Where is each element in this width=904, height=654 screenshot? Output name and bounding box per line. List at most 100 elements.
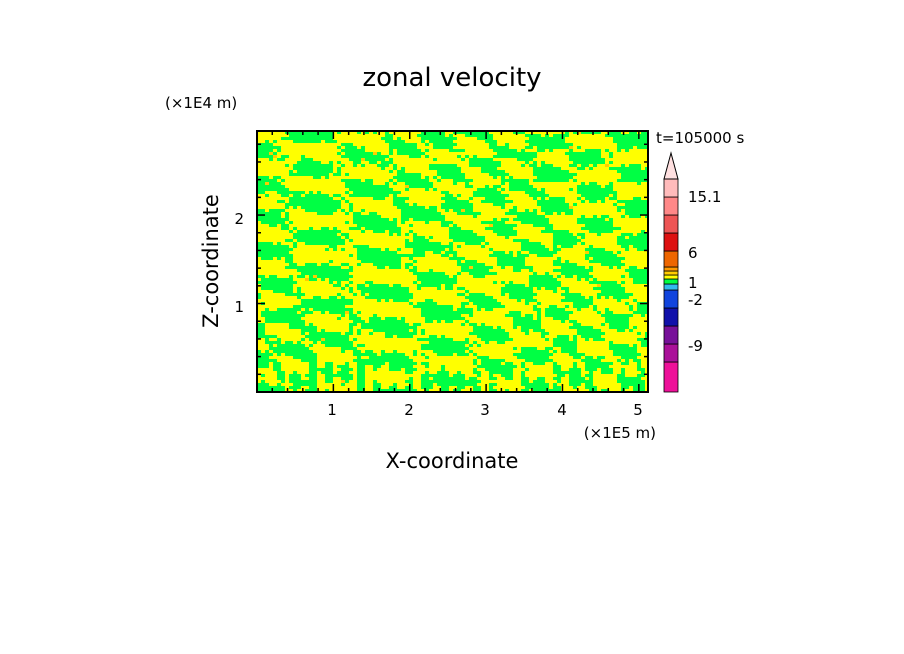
field-cell [333, 338, 337, 341]
field-cell [425, 302, 429, 305]
field-cell [525, 350, 529, 353]
field-cell [537, 194, 541, 197]
field-cell [545, 140, 549, 143]
field-cell [577, 275, 581, 278]
field-cell [525, 209, 529, 212]
field-cell [429, 320, 433, 323]
field-cell [505, 224, 509, 227]
field-cell [309, 167, 313, 170]
field-cell [645, 281, 648, 284]
field-cell [385, 332, 389, 335]
field-cell [497, 224, 501, 227]
field-cell [589, 200, 593, 203]
field-cell [397, 389, 401, 392]
field-cell [313, 275, 317, 278]
field-cell [629, 233, 633, 236]
field-cell [461, 353, 465, 356]
field-cell [301, 161, 305, 164]
colorbar-segment [663, 325, 679, 345]
field-cell [481, 131, 485, 134]
field-cell [433, 251, 437, 254]
field-cell [485, 296, 489, 299]
field-cell [609, 371, 613, 374]
field-cell [317, 302, 321, 305]
field-cell [293, 353, 297, 356]
field-cell [621, 275, 625, 278]
field-cell [425, 320, 429, 323]
field-cell [293, 134, 297, 137]
field-cell [565, 176, 569, 179]
field-cell [465, 233, 469, 236]
field-cell [341, 347, 345, 350]
field-cell [389, 152, 393, 155]
field-cell [349, 290, 353, 293]
field-cell [361, 323, 365, 326]
field-cell [325, 206, 329, 209]
field-cell [621, 350, 625, 353]
field-cell [613, 134, 617, 137]
field-cell [285, 317, 289, 320]
field-cell [337, 311, 341, 314]
field-cell [513, 284, 517, 287]
field-cell [377, 362, 381, 365]
field-cell [361, 380, 365, 383]
field-cell [365, 257, 369, 260]
field-cell [269, 347, 273, 350]
field-cell [341, 272, 345, 275]
field-cell [497, 362, 501, 365]
field-cell [537, 278, 541, 281]
field-cell [585, 197, 589, 200]
field-cell [553, 137, 557, 140]
field-cell [617, 137, 621, 140]
field-cell [637, 200, 641, 203]
field-cell [533, 191, 537, 194]
field-cell [557, 248, 561, 251]
field-cell [473, 233, 477, 236]
field-cell [413, 149, 417, 152]
field-cell [397, 260, 401, 263]
colorbar-label-minus-9: -9 [688, 337, 703, 355]
field-cell [357, 344, 361, 347]
colorbar-segment [663, 250, 679, 268]
field-cell [405, 359, 409, 362]
field-cell [289, 320, 293, 323]
field-cell [561, 242, 565, 245]
field-cell [457, 239, 461, 242]
field-cell [325, 230, 329, 233]
field-cell [585, 278, 589, 281]
field-cell [421, 137, 425, 140]
field-cell [549, 173, 553, 176]
field-cell [273, 287, 277, 290]
field-cell [589, 281, 593, 284]
field-cell [509, 284, 513, 287]
x-tick-label-4: 4 [557, 401, 567, 419]
field-cell [441, 311, 445, 314]
field-cell [557, 257, 561, 260]
field-cell [329, 341, 333, 344]
field-cell [449, 284, 453, 287]
field-cell [553, 233, 557, 236]
field-cell [577, 332, 581, 335]
colorbar-segment [663, 283, 679, 291]
field-cell [625, 203, 629, 206]
field-cell [285, 218, 289, 221]
field-cell [397, 290, 401, 293]
field-cell [325, 362, 329, 365]
field-cell [273, 359, 277, 362]
field-cell [553, 284, 557, 287]
field-cell [273, 386, 277, 389]
field-cell [609, 326, 613, 329]
field-cell [605, 215, 609, 218]
field-cell [437, 308, 441, 311]
field-cell [625, 350, 629, 353]
field-cell [353, 164, 357, 167]
field-cell [429, 209, 433, 212]
field-cell [629, 236, 633, 239]
field-cell [389, 386, 393, 389]
field-cell [385, 188, 389, 191]
field-cell [413, 269, 417, 272]
field-cell [289, 134, 293, 137]
field-cell [289, 203, 293, 206]
field-cell [445, 371, 449, 374]
field-cell [481, 263, 485, 266]
